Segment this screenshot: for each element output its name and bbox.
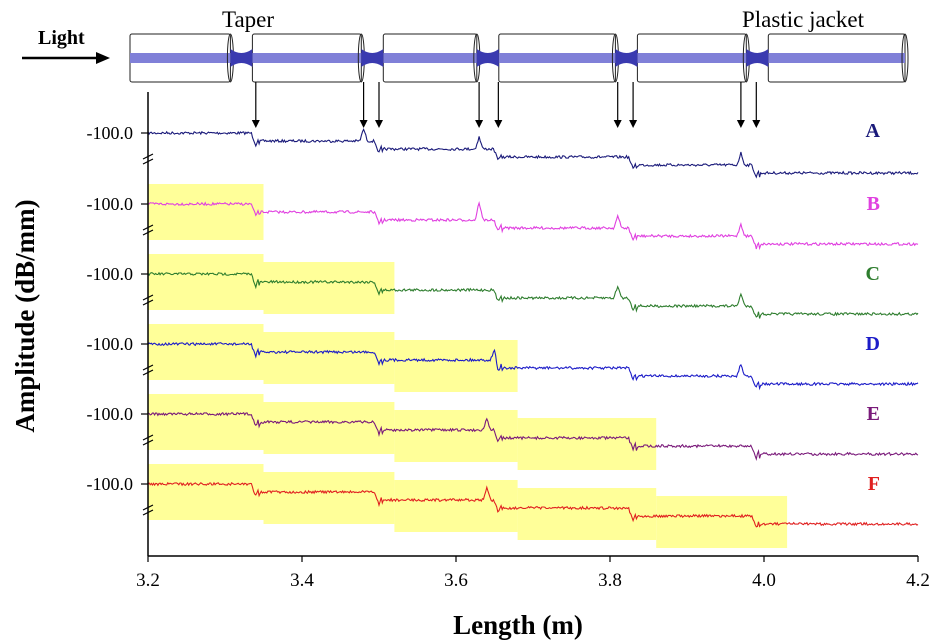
fiber-core-segment [768, 53, 905, 63]
x-tick-label: 4.0 [752, 570, 776, 591]
fiber [129, 33, 909, 83]
series-label-f: F [868, 473, 880, 495]
taper-waist [746, 49, 769, 67]
axis-break-mark [142, 364, 154, 376]
y-tick-label: -100.0 [87, 194, 134, 214]
trace-line-a [147, 128, 919, 179]
taper-arrow-head [752, 120, 761, 128]
taper-waist [476, 49, 499, 67]
taper-arrow-head [475, 120, 484, 128]
light-label: Light [38, 27, 85, 49]
traces: A B C D E F [147, 120, 919, 528]
y-tick-label: -100.0 [87, 264, 134, 284]
light-arrow-head [96, 52, 110, 64]
highlight-band [263, 472, 395, 524]
fiber-core-segment [637, 53, 747, 63]
taper-waist [361, 49, 384, 67]
trace-line-e [147, 411, 919, 462]
fiber-diagram: Light Taper Plastic jacket [22, 7, 909, 83]
taper-arrow-head [359, 120, 368, 128]
x-tick-label: 3.6 [444, 570, 468, 591]
highlight-band [656, 496, 788, 548]
series-label-b: B [867, 193, 880, 215]
x-tick-label: 3.2 [136, 570, 160, 591]
highlight-band [517, 488, 657, 540]
series-label-a: A [866, 120, 881, 142]
y-axis-label: Amplitude (dB/mm) [10, 199, 40, 432]
y-tick-label: -100.0 [87, 474, 134, 494]
x-ticks: 3.2 3.4 3.6 3.8 4.0 4.2 [136, 556, 930, 591]
highlight-band [517, 418, 657, 470]
taper-arrow-head [251, 120, 260, 128]
fiber-core-segment [383, 53, 477, 63]
taper-arrow-head [736, 120, 745, 128]
axis-break-mark [142, 224, 154, 236]
highlight-band [148, 324, 264, 380]
highlight-band [148, 394, 264, 450]
highlight-band [148, 464, 264, 520]
taper-arrows [251, 82, 761, 128]
taper-arrow-head [629, 120, 638, 128]
axis-break-mark [142, 434, 154, 446]
trace-line-d [147, 341, 919, 391]
plastic-jacket-label: Plastic jacket [742, 7, 865, 32]
axis-break-mark [142, 294, 154, 306]
highlight-band [394, 340, 518, 392]
y-tick-label: -100.0 [87, 334, 134, 354]
y-tick-label: -100.0 [87, 123, 134, 143]
axis-break-mark [142, 153, 154, 165]
series-label-e: E [867, 403, 880, 425]
taper-waist [230, 49, 253, 67]
y-ticks: -100.0 -100.0 -100.0 -100.0 -100.0 -100.0 [87, 123, 154, 516]
highlight-bands [148, 184, 788, 548]
axes: 3.2 3.4 3.6 3.8 4.0 4.2 -100.0-100.0-100.0-10… [10, 92, 930, 640]
trace-line-c [147, 271, 919, 319]
taper-arrow-head [375, 120, 383, 128]
taper-arrow-head [613, 120, 622, 128]
taper-arrow-head [494, 120, 503, 128]
highlight-band [263, 262, 395, 314]
trace-line-b [147, 200, 919, 251]
axis-break-mark [142, 504, 154, 516]
highlight-band [394, 410, 518, 462]
taper-label: Taper [222, 7, 274, 32]
x-tick-label: 3.4 [290, 570, 314, 591]
x-axis-label: Length (m) [453, 610, 583, 640]
highlight-band [148, 254, 264, 310]
fiber-jacket-end [901, 33, 909, 83]
x-tick-label: 4.2 [906, 570, 930, 591]
highlight-band [263, 402, 395, 454]
highlight-band [394, 480, 518, 532]
taper-waist [615, 49, 638, 67]
y-tick-label: -100.0 [87, 404, 134, 424]
trace-line-f [147, 481, 919, 528]
highlight-band [263, 332, 395, 384]
fiber-core-segment [130, 53, 231, 63]
series-label-d: D [866, 333, 880, 355]
fiber-core-segment [498, 53, 616, 63]
highlight-band [148, 184, 264, 240]
fiber-core-segment [252, 53, 362, 63]
x-tick-label: 3.8 [598, 570, 622, 591]
series-label-c: C [866, 263, 880, 285]
